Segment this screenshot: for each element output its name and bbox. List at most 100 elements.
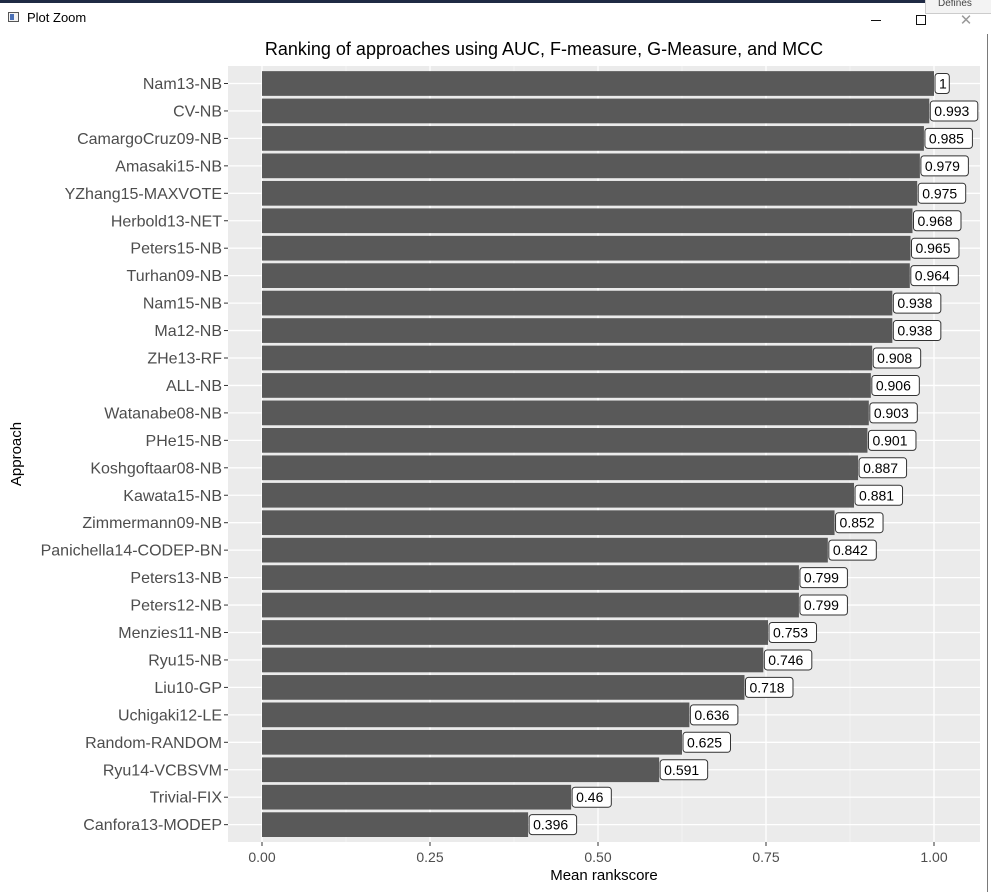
data-label-box [682,731,731,753]
bar-camargocruz09-nb [262,126,924,151]
bar-menzies11-nb [262,620,769,645]
data-labels: 1 0.993 0.985 0.979 0.975 0.968 0.965 0.964 0.93… [528,73,979,836]
data-label-box [872,347,922,369]
data-label-text: 0.718 [749,679,784,695]
data-label-box [869,402,918,424]
data-label-text: 0.968 [917,213,952,229]
data-label-box [858,457,908,479]
y-tick-label: Nam15-NB [143,296,222,313]
data-label-text: 0.938 [897,323,932,339]
data-label-text: 0.979 [925,158,960,174]
bar-canfora13-modep [262,812,529,837]
data-label: 0.591 [659,759,709,781]
data-label-text: 0.46 [576,789,603,805]
y-tick-label: ALL-NB [166,378,222,395]
data-label-text: 0.887 [863,460,898,476]
data-label: 0.985 [924,127,973,149]
bar-peters12-nb [262,592,799,618]
bar-ma12-nb [262,318,893,343]
minimize-icon [871,19,881,21]
data-label-box [910,265,959,287]
bar-peters15-nb [262,235,911,261]
y-tick-label: CamargoCruz09-NB [77,131,222,148]
bar-yzhang15-maxvote [262,180,918,206]
data-label: 0.396 [528,814,578,836]
data-label: 0.906 [871,374,920,396]
data-label-box [867,429,917,451]
x-axis: 0.00 0.25 0.50 0.75 1.00 [248,842,948,865]
data-label-box [689,704,739,726]
x-tick-label: 0.75 [752,849,779,865]
bar-koshgoftaar08-nb [262,455,859,481]
data-label-text: 0.746 [768,652,803,668]
data-label-box [892,320,942,342]
y-tick-label: Herbold13-NET [111,213,222,230]
plot-window-icon [8,12,19,22]
bar-turhan09-nb [262,263,910,288]
chart-title: Ranking of approaches using AUC, F-measu… [265,39,823,59]
data-label-box [768,622,818,643]
data-label-text: 0.901 [872,432,907,448]
data-label-box [854,484,904,506]
data-label-box [799,594,848,616]
data-label-text: 0.975 [922,185,957,201]
y-tick-label: ZHe13-RF [147,351,222,368]
data-label: 0.908 [872,347,922,369]
close-button[interactable]: ✕ [943,7,989,33]
y-tick-label: Kawata15-NB [123,488,222,505]
data-label-text: 0.753 [773,625,808,641]
data-label: 0.901 [867,429,917,451]
data-label-text: 0.908 [877,350,912,366]
y-tick-label: Peters15-NB [130,241,222,258]
y-tick-label: Panichella14-CODEP-BN [41,543,222,560]
data-label-box [929,100,979,122]
y-tick-label: Ma12-NB [154,323,222,340]
data-label-box [910,237,960,259]
plot-area: Ranking of approaches using AUC, F-measu… [0,34,988,889]
data-label: 1 [934,73,950,94]
data-label-box [528,814,578,836]
window-title: Plot Zoom [27,10,87,25]
data-label-text: 0.396 [533,817,568,833]
x-axis-title: Mean rankscore [550,867,658,884]
data-label-box [912,210,962,232]
y-tick-label: Turhan09-NB [127,268,222,285]
maximize-button[interactable] [898,7,944,33]
bar-liu10-gp [262,675,745,700]
data-label: 0.881 [854,484,904,506]
bar-peters13-nb [262,565,799,590]
data-label: 0.903 [869,402,918,424]
data-label: 0.799 [799,594,848,616]
data-label-text: 0.993 [934,103,969,119]
data-label: 0.625 [682,731,731,753]
data-label-text: 0.852 [840,515,875,531]
bars [262,71,934,837]
data-label-text: 1 [939,76,947,92]
y-tick-label: YZhang15-MAXVOTE [65,186,222,203]
minimize-button[interactable] [853,7,899,33]
data-label: 0.979 [920,155,969,177]
y-tick-label: Menzies11-NB [118,625,222,642]
bar-nam13-nb [262,71,934,96]
bar-zhe13-rf [262,345,873,371]
y-tick-label: Trivial-FIX [150,790,223,807]
data-label-box [799,567,848,589]
background-window-tab[interactable]: Defines [925,0,991,14]
y-tick-label: Nam13-NB [143,76,222,93]
bar-herbold13-net [262,208,913,234]
data-label-box [871,374,920,396]
data-label-box [934,73,950,94]
y-tick-label: PHe15-NB [146,433,222,450]
bar-phe15-nb [262,428,868,453]
x-tick-label: 0.50 [584,849,611,865]
data-label-text: 0.903 [874,405,909,421]
x-tick-label: 1.00 [920,849,947,865]
data-label: 0.753 [768,622,818,643]
title-bar[interactable]: Plot Zoom ✕ Defines [0,0,991,34]
data-label: 0.46 [571,786,612,808]
bar-all-nb [262,373,871,398]
bar-ryu15-nb [262,647,764,673]
data-label: 0.718 [744,676,794,698]
data-label-text: 0.799 [804,570,839,586]
y-axis: Nam13-NB CV-NB CamargoCruz09-NB Amasaki15-N… [41,76,228,834]
